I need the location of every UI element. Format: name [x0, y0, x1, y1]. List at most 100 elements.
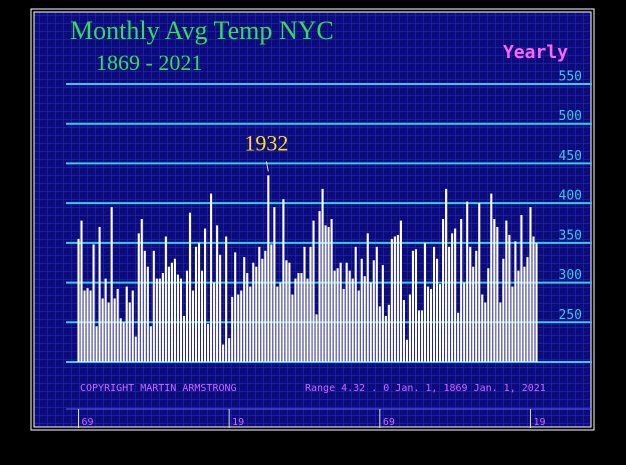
- bar: [282, 199, 285, 362]
- bar: [231, 296, 234, 362]
- bar: [188, 212, 192, 362]
- bar: [234, 252, 237, 362]
- bar: [345, 262, 348, 362]
- bar: [161, 273, 164, 362]
- bar: [270, 244, 273, 362]
- chart-title: Monthly Avg Temp NYC: [70, 16, 334, 45]
- bar: [384, 315, 387, 362]
- x-tick-label: 19: [232, 417, 244, 428]
- bar: [83, 290, 86, 362]
- bar: [98, 226, 101, 362]
- x-tick-label: 69: [383, 417, 395, 428]
- bar: [529, 207, 532, 362]
- bar: [140, 219, 143, 362]
- y-tick-label: 400: [559, 189, 582, 204]
- bar: [261, 258, 264, 362]
- bar: [303, 246, 306, 362]
- bar: [249, 286, 252, 362]
- bar: [149, 326, 152, 362]
- bar: [312, 220, 315, 362]
- bar: [204, 228, 207, 362]
- bar: [276, 286, 279, 362]
- chart-subtitle: 1869 - 2021: [96, 50, 202, 75]
- bar: [318, 211, 321, 362]
- bar: [532, 236, 535, 362]
- outer-border: [30, 8, 595, 431]
- bar: [442, 219, 445, 362]
- bar: [128, 302, 131, 362]
- bar: [402, 300, 405, 362]
- bar: [420, 310, 424, 362]
- bar: [288, 262, 291, 362]
- bar: [393, 236, 396, 362]
- bar: [336, 268, 339, 362]
- y-tick-label: 500: [559, 109, 582, 124]
- bar: [457, 312, 460, 362]
- bar: [324, 225, 327, 362]
- bar: [119, 318, 122, 362]
- bar: [357, 290, 360, 362]
- bar: [116, 288, 119, 362]
- bar: [348, 270, 351, 362]
- bar: [315, 314, 318, 362]
- bar: [243, 257, 246, 362]
- bar: [92, 244, 95, 362]
- y-tick-label: 250: [559, 308, 582, 323]
- x-tick-label: 19: [533, 417, 545, 428]
- bar: [309, 246, 312, 362]
- bar: [125, 286, 128, 362]
- bar: [339, 262, 342, 362]
- bar: [152, 250, 155, 362]
- bar: [463, 282, 466, 362]
- bar: [372, 260, 375, 362]
- bar: [300, 273, 303, 362]
- bar: [173, 258, 176, 362]
- bar: [143, 250, 146, 362]
- bar: [107, 302, 110, 362]
- bar: [378, 306, 381, 362]
- bar: [475, 250, 478, 362]
- bar: [113, 298, 116, 362]
- bar: [399, 220, 402, 362]
- bar: [396, 234, 399, 362]
- bar: [523, 266, 526, 362]
- y-tick-label: 550: [559, 70, 582, 85]
- bar: [207, 323, 210, 362]
- bar: [390, 238, 393, 362]
- bar: [170, 262, 173, 362]
- bar: [95, 326, 98, 362]
- bar: [122, 322, 125, 362]
- bar: [267, 175, 270, 362]
- bar: [429, 288, 433, 362]
- bar: [225, 236, 228, 362]
- bar: [448, 246, 451, 362]
- bar: [237, 294, 240, 362]
- y-tick-label: 450: [559, 149, 582, 164]
- bar: [327, 226, 330, 362]
- bar: [472, 266, 475, 362]
- bar: [387, 304, 390, 362]
- bar: [137, 233, 140, 362]
- bar: [158, 278, 161, 362]
- bar: [460, 219, 463, 362]
- bar: [484, 302, 487, 362]
- bar: [454, 228, 457, 362]
- bar: [104, 278, 107, 362]
- bar: [89, 290, 92, 362]
- bar: [279, 282, 282, 362]
- bar: [342, 288, 345, 362]
- bar: [499, 302, 502, 362]
- bar: [252, 262, 255, 362]
- bar: [375, 246, 378, 362]
- bar: [381, 265, 384, 362]
- bar: [213, 282, 216, 362]
- bar: [411, 250, 415, 362]
- y-tick-label: 300: [559, 268, 582, 283]
- bar: [155, 278, 158, 362]
- bar: [366, 233, 369, 362]
- bar: [481, 294, 484, 362]
- copyright: COPYRIGHT MARTIN ARMSTRONG: [80, 383, 237, 394]
- bar: [101, 298, 104, 362]
- bar: [363, 276, 366, 362]
